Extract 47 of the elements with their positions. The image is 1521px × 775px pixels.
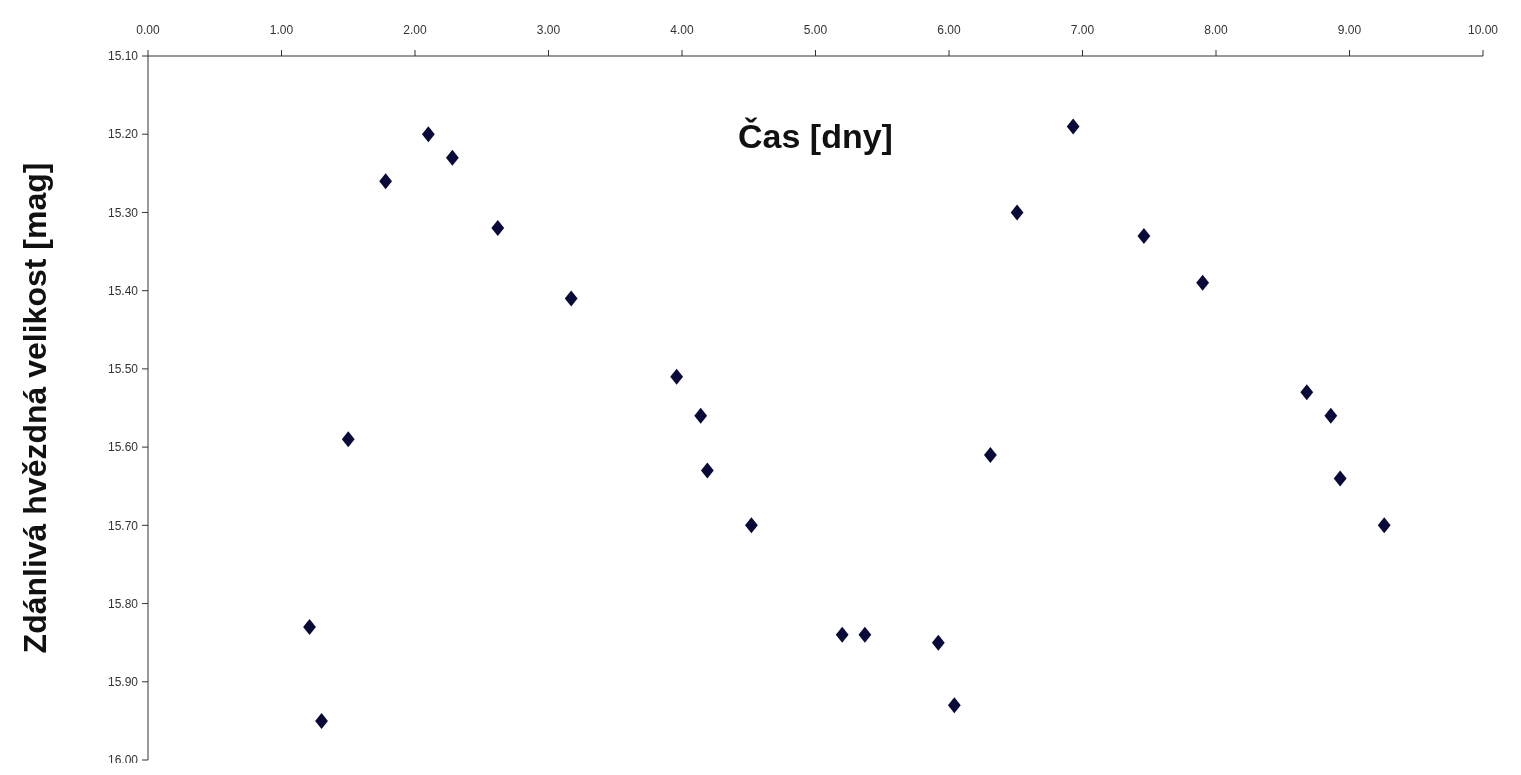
point <box>303 619 316 636</box>
y-tick-label: 15.60 <box>107 440 139 455</box>
point <box>564 290 578 307</box>
x-tick-label: 6.00 <box>937 23 961 37</box>
point <box>931 634 945 651</box>
point <box>835 626 849 643</box>
x-tick-label: 0.00 <box>136 23 160 37</box>
y-tick-label: 15.80 <box>107 596 139 611</box>
y-tick-label: 15.90 <box>107 674 139 689</box>
x-tick-label: 8.00 <box>1204 23 1228 37</box>
x-tick-label: 4.00 <box>670 23 694 37</box>
point <box>983 446 997 463</box>
point <box>379 173 393 190</box>
y-tick-label: 15.30 <box>107 205 139 220</box>
point <box>491 220 505 237</box>
point <box>445 149 459 166</box>
point <box>858 626 872 643</box>
point <box>1196 274 1210 291</box>
x-tick-label: 2.00 <box>403 23 427 37</box>
point <box>700 462 714 479</box>
x-tick-label: 10.00 <box>1467 23 1499 37</box>
point <box>1333 470 1347 487</box>
y-axis-title: Zdánlivá hvězdná velikost [mag] <box>17 162 53 654</box>
point <box>1010 204 1024 221</box>
x-tick-label: 1.00 <box>269 23 294 37</box>
point <box>421 126 435 143</box>
point <box>1066 118 1080 135</box>
x-axis-title: Čas [dny] <box>738 117 893 155</box>
y-tick-label: 15.40 <box>107 283 139 298</box>
point <box>1324 407 1338 424</box>
y-tick-label: 15.20 <box>107 127 139 142</box>
point <box>1137 227 1151 244</box>
y-tick-label: 15.50 <box>107 362 139 377</box>
point <box>1300 384 1314 401</box>
x-tick-label: 7.00 <box>1070 23 1095 37</box>
x-tick-label: 5.00 <box>803 23 828 37</box>
point <box>341 431 355 448</box>
x-tick-label: 9.00 <box>1337 23 1362 37</box>
point <box>745 517 758 534</box>
point <box>1377 517 1391 534</box>
y-tick-label: 15.10 <box>107 49 139 64</box>
x-tick-label: 3.00 <box>536 23 561 37</box>
point <box>315 712 328 729</box>
point <box>694 407 708 424</box>
point <box>947 697 961 714</box>
y-tick-label: 15.70 <box>107 518 139 533</box>
point <box>670 368 684 385</box>
